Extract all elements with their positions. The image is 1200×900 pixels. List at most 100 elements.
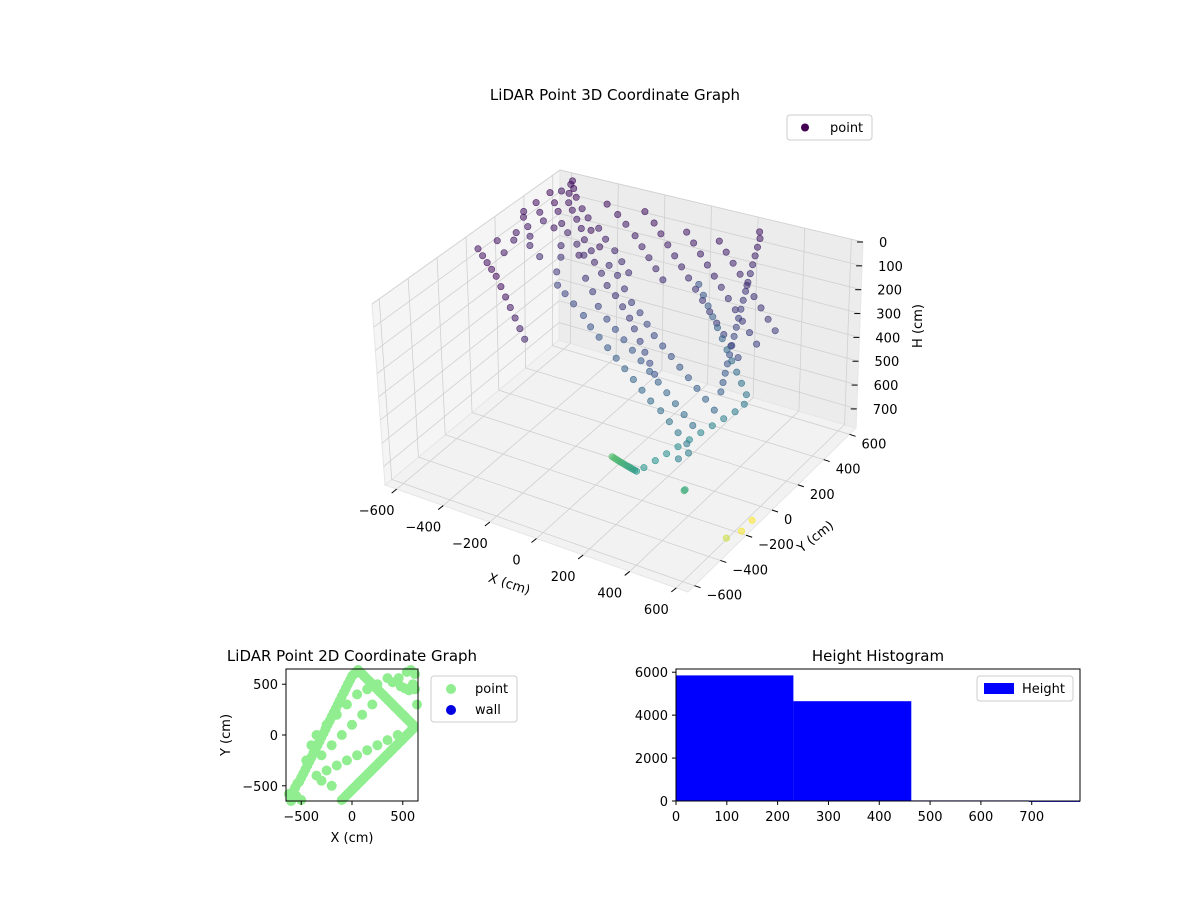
chart-3d-ygrid-left xyxy=(465,236,473,413)
chart-3d-point xyxy=(685,274,693,282)
chart-3d-ztick-label: 400 xyxy=(875,331,900,346)
chart-3d-point xyxy=(719,378,727,386)
chart-3d-point xyxy=(689,421,697,429)
chart-3d-point xyxy=(602,235,610,243)
chart-3d-point xyxy=(603,281,611,289)
chart-histogram-legend-box xyxy=(976,675,1074,702)
chart-3d-point xyxy=(680,411,688,419)
chart-2d-point xyxy=(311,730,322,740)
chart-3d-point xyxy=(737,527,745,535)
chart-3d-point xyxy=(608,453,616,461)
chart-2d-legend-label-point: point xyxy=(475,682,508,697)
chart-3d-point xyxy=(643,320,651,328)
chart-3d-xtick xyxy=(391,488,397,494)
chart-3d-zgrid-back xyxy=(559,256,860,338)
chart-3d-point xyxy=(479,252,487,260)
chart-3d-point xyxy=(651,457,659,465)
chart-2d-point xyxy=(326,780,337,791)
chart-3d-xtick xyxy=(531,538,537,543)
chart-3d-point xyxy=(550,199,558,207)
chart-2d-point xyxy=(362,745,373,756)
chart-2d-title: LiDAR Point 2D Coordinate Graph xyxy=(227,647,477,665)
chart-3d-point xyxy=(724,294,732,302)
chart-3d-point xyxy=(605,261,613,269)
chart-3d-ytick-label: −600 xyxy=(706,589,742,604)
chart-3d-point xyxy=(721,369,729,377)
chart-3d-point xyxy=(612,354,620,362)
chart-histogram-frame xyxy=(675,668,1081,802)
chart-histogram-legend-swatch xyxy=(984,683,1014,694)
chart-2d-point xyxy=(392,730,403,740)
chart-3d-point xyxy=(636,309,644,317)
chart-2d-point xyxy=(296,795,307,805)
chart-2d-xtick-label: 500 xyxy=(390,810,415,825)
chart-histogram-xtick-label: 200 xyxy=(765,810,790,825)
chart-2d-point xyxy=(382,735,393,746)
chart-3d-point xyxy=(722,534,730,542)
chart-3d-point xyxy=(683,228,691,236)
chart-3d-point xyxy=(628,346,636,354)
chart-3d-point xyxy=(497,283,505,291)
chart-2d-points xyxy=(284,665,422,806)
chart-3d-points xyxy=(474,177,779,542)
chart-3d-point xyxy=(564,229,572,237)
chart-3d-ztick-label: 300 xyxy=(876,308,901,323)
chart-3d-point xyxy=(637,357,645,365)
chart-3d-point xyxy=(554,281,562,289)
chart-3d-ytick-label: −200 xyxy=(758,538,794,553)
chart-2d-point xyxy=(331,760,342,771)
chart-3d-point xyxy=(625,269,633,277)
chart-3d-point xyxy=(621,365,629,373)
chart-3d-xtick xyxy=(624,571,631,576)
chart-3d-point xyxy=(620,336,628,344)
chart-3d-point xyxy=(674,443,682,451)
chart-3d-ztick-label: 100 xyxy=(878,260,903,275)
chart-3d-point xyxy=(742,391,750,399)
chart-histogram-xtick-label: 700 xyxy=(1019,810,1044,825)
chart-3d-point xyxy=(737,379,745,387)
chart-3d-point xyxy=(613,271,621,279)
chart-3d-ztick-label: 700 xyxy=(873,403,898,418)
chart-3d-point xyxy=(532,199,540,207)
chart-3d-point xyxy=(745,329,753,337)
chart-3d-point xyxy=(492,272,500,280)
chart-3d-point xyxy=(628,298,636,306)
chart-2d-point xyxy=(341,699,352,710)
chart-3d-point xyxy=(526,242,534,250)
chart-3d-xtick-label: 400 xyxy=(597,586,622,601)
chart-3d-xtick-label: −200 xyxy=(452,537,488,552)
chart-3d-point xyxy=(611,247,619,255)
chart-3d-legend: point xyxy=(786,114,873,141)
chart-3d-zgrid-left xyxy=(373,191,561,328)
chart-3d-point xyxy=(722,248,730,256)
chart-3d-zgrid-back xyxy=(559,300,858,386)
chart-3d-point xyxy=(748,516,756,524)
chart-3d-zgrid-back xyxy=(559,213,862,291)
chart-3d-point xyxy=(619,303,627,311)
chart-3d-point xyxy=(631,232,639,240)
chart-3d-point xyxy=(572,193,580,201)
chart-3d-point xyxy=(695,280,703,288)
chart-2d-point xyxy=(326,740,337,751)
chart-2d-point xyxy=(412,699,422,710)
chart-2d-point xyxy=(301,755,312,766)
chart-3d-point xyxy=(652,265,660,273)
chart-3d-point xyxy=(526,232,534,240)
chart-histogram-ytick-label: 0 xyxy=(660,795,668,810)
chart-3d-xtick xyxy=(671,587,677,593)
chart-3d-ztick-label: 200 xyxy=(877,284,902,299)
chart-3d-point xyxy=(664,241,672,249)
chart-2d-point xyxy=(321,765,332,776)
chart-3d-point xyxy=(645,254,653,262)
chart-3d-point xyxy=(749,261,757,269)
chart-3d-zgrid-back xyxy=(559,169,864,243)
chart-3d-point xyxy=(738,317,746,325)
chart-3d-point xyxy=(715,237,723,245)
chart-3d-point xyxy=(646,359,654,367)
chart-2d-point xyxy=(372,679,383,690)
chart-3d-point xyxy=(573,240,581,248)
chart-3d-point xyxy=(717,388,725,396)
chart-3d-zgrid-left xyxy=(378,256,560,398)
chart-3d-point xyxy=(620,285,628,293)
chart-3d-point xyxy=(524,223,532,231)
